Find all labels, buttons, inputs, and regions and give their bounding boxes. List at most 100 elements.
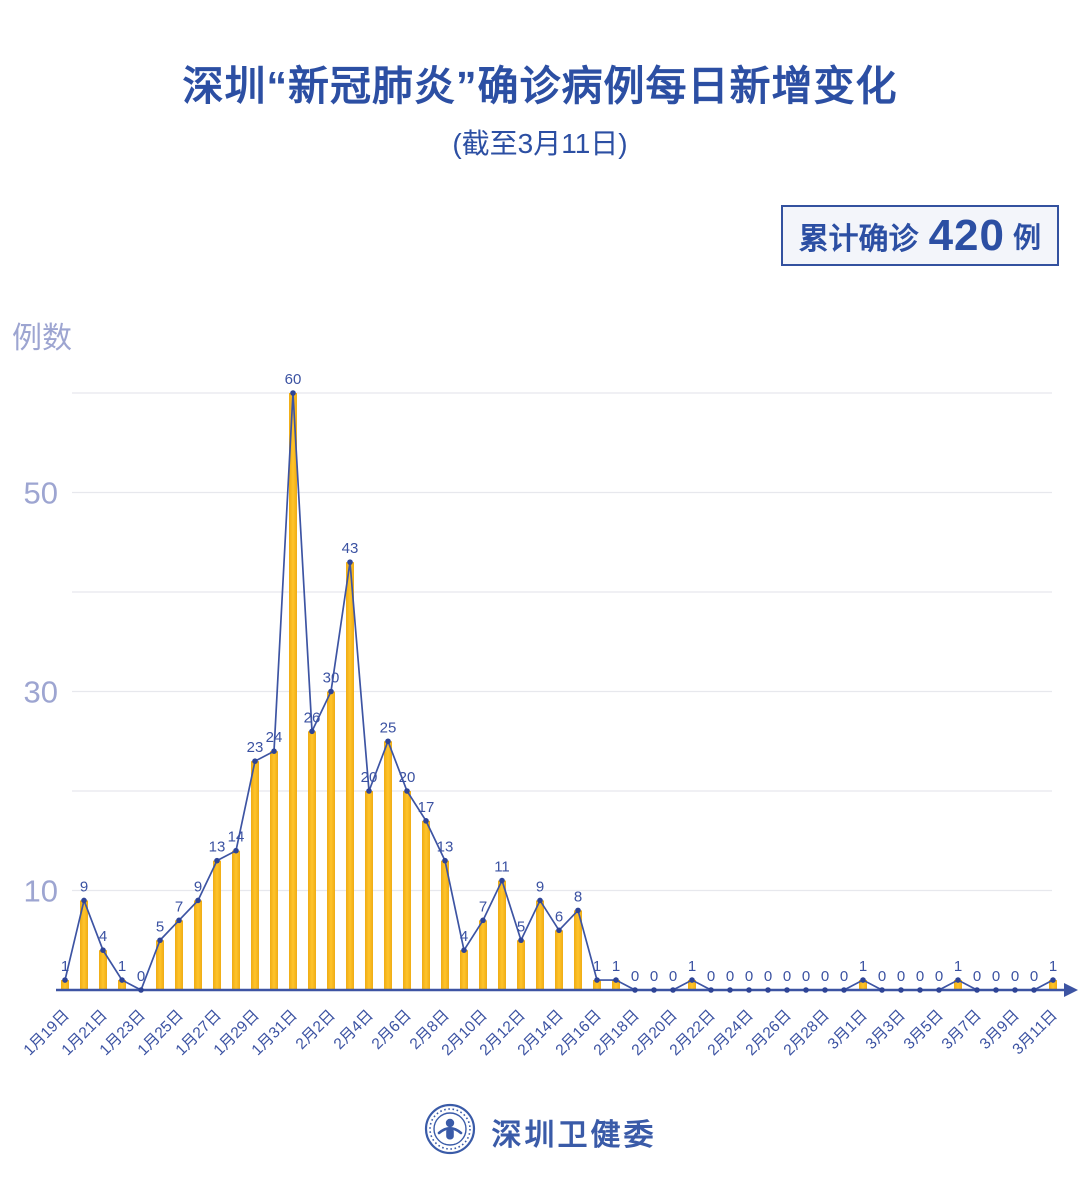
bar (270, 751, 278, 990)
value-label: 1 (61, 958, 69, 975)
value-label: 0 (916, 968, 924, 985)
data-point (119, 977, 125, 983)
value-label: 0 (1011, 968, 1019, 985)
data-point (955, 977, 961, 983)
data-point (81, 897, 87, 904)
data-point (708, 987, 714, 993)
value-label: 14 (228, 829, 245, 846)
bar (346, 562, 354, 990)
bar (574, 910, 582, 990)
bar (536, 900, 544, 990)
page-subtitle: (截至3月11日) (452, 128, 628, 159)
bar (859, 980, 867, 990)
data-point (252, 758, 258, 764)
data-point (461, 947, 467, 953)
data-point (651, 987, 657, 993)
bar (61, 980, 69, 990)
value-label: 1 (954, 958, 962, 975)
data-point (518, 937, 524, 944)
data-point (1031, 987, 1037, 993)
value-label: 0 (137, 968, 145, 985)
data-point (366, 788, 372, 794)
data-point (423, 818, 429, 824)
data-point (1050, 977, 1056, 983)
value-label: 1 (1049, 958, 1057, 975)
data-point (290, 390, 296, 396)
data-point (594, 977, 600, 983)
data-point (309, 728, 315, 735)
value-label: 13 (437, 839, 454, 856)
bar (251, 761, 259, 990)
value-label: 0 (707, 968, 715, 985)
bar (403, 791, 411, 990)
value-label: 25 (380, 719, 397, 736)
value-label: 0 (840, 968, 848, 985)
data-point (689, 977, 695, 983)
data-point (746, 987, 752, 993)
daily-new-cases-chart: 503010例数19410579131423246026304320252017… (12, 322, 1078, 1059)
data-point (404, 788, 410, 794)
value-label: 6 (555, 908, 563, 925)
value-label: 0 (726, 968, 734, 985)
page-title: 深圳“新冠肺炎”确诊病例每日新增变化 (182, 63, 898, 109)
x-tick-label: 3月7日 (939, 1007, 985, 1053)
value-label: 30 (323, 670, 340, 687)
data-point (214, 857, 220, 864)
data-point (822, 987, 828, 993)
bar (479, 920, 487, 990)
data-point (537, 897, 543, 904)
value-label: 23 (247, 739, 264, 756)
data-point (936, 987, 942, 993)
value-label: 0 (669, 968, 677, 985)
data-point (993, 987, 999, 993)
bar (441, 860, 449, 990)
data-point (233, 847, 239, 854)
value-label: 11 (494, 859, 510, 876)
value-label: 26 (304, 709, 321, 726)
data-point (898, 987, 904, 993)
value-label: 7 (175, 898, 183, 915)
bar (118, 980, 126, 990)
bar (232, 850, 240, 990)
value-label: 0 (764, 968, 772, 985)
data-point (860, 977, 866, 983)
value-label: 5 (156, 918, 164, 935)
value-label: 0 (631, 968, 639, 985)
data-point (176, 917, 182, 924)
data-point (138, 987, 144, 993)
value-label: 0 (783, 968, 791, 985)
bar (194, 900, 202, 990)
value-label: 0 (992, 968, 1000, 985)
value-label: 20 (361, 769, 378, 786)
bar (498, 880, 506, 990)
y-tick-label: 50 (24, 476, 58, 511)
badge-count: 420 (928, 210, 1005, 260)
data-point (841, 987, 847, 993)
data-point (784, 987, 790, 993)
value-label: 1 (688, 958, 696, 975)
footer-org-name: 深圳卫健委 (491, 1118, 657, 1152)
data-point (765, 987, 771, 993)
bar (99, 950, 107, 990)
data-point (347, 559, 353, 565)
data-point (385, 738, 391, 745)
x-tick-label: 3月1日 (825, 1007, 871, 1053)
value-label: 1 (859, 958, 867, 975)
value-label: 24 (266, 729, 283, 746)
bar (517, 940, 525, 990)
bar (308, 731, 316, 990)
x-axis-arrow (1064, 983, 1078, 997)
data-point (974, 987, 980, 993)
value-label: 0 (650, 968, 658, 985)
bar (954, 980, 962, 990)
footer: 深圳卫健委 (0, 1103, 1080, 1160)
value-label: 13 (209, 839, 226, 856)
y-tick-label: 10 (24, 874, 58, 909)
data-point (613, 977, 619, 983)
data-point (803, 987, 809, 993)
x-tick-label: 2月4日 (331, 1007, 377, 1053)
value-label: 1 (118, 958, 126, 975)
value-label: 9 (194, 878, 202, 895)
bar (688, 980, 696, 990)
